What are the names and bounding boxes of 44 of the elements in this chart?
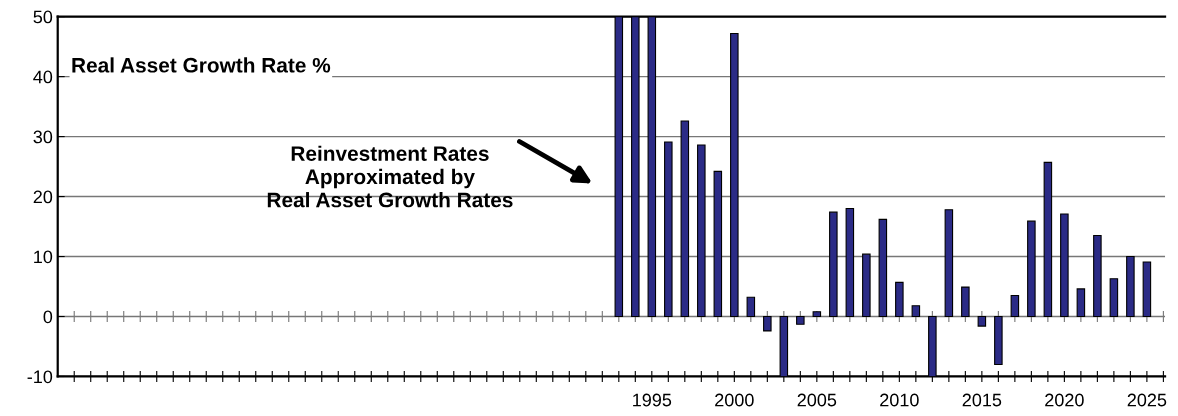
bar: [1109, 278, 1119, 318]
x-tick-label: 2000: [715, 393, 754, 407]
bar: [713, 170, 723, 318]
bar: [763, 315, 772, 332]
bar: [994, 315, 1003, 366]
x-tick-label: 2005: [797, 393, 837, 407]
y-tick-label: 0: [43, 310, 53, 324]
bar: [961, 286, 970, 318]
x-tick-label: 2020: [1045, 393, 1084, 407]
x-tick-label: 2025: [1127, 393, 1167, 407]
bar: [746, 296, 756, 318]
x-tick-label: 2010: [880, 393, 919, 407]
bar: [911, 305, 921, 318]
y-tick-label: 10: [34, 250, 53, 264]
annotation: Real Asset Growth Rate %: [72, 57, 331, 73]
bar: [1060, 213, 1069, 318]
y-tick-label: 50: [33, 10, 53, 24]
bar: [1126, 255, 1135, 318]
bar: [1043, 161, 1053, 318]
bar: [1093, 234, 1102, 318]
bar: [878, 218, 888, 318]
x-tick-label: 1995: [633, 393, 672, 407]
bar: [845, 207, 855, 318]
x-tick-label: 2015: [962, 393, 1002, 407]
bar: [697, 144, 706, 318]
annotation: Reinvestment Rates Approximated by Real Asset Growth Rates: [267, 145, 513, 208]
bar: [680, 120, 690, 318]
y-tick-label: 30: [33, 130, 53, 144]
y-tick-label: 40: [33, 70, 53, 84]
bar: [829, 211, 838, 318]
bar: [812, 311, 822, 318]
y-tick-label: 20: [33, 190, 53, 204]
bar: [664, 141, 673, 318]
bar: [944, 209, 954, 318]
bar: [796, 315, 805, 325]
bar: [730, 32, 739, 318]
bar: [1142, 261, 1152, 318]
bar: [977, 315, 987, 327]
bar: [1010, 294, 1020, 318]
bar: [1027, 220, 1036, 318]
bar: [1076, 288, 1086, 318]
bar: [862, 253, 871, 318]
y-tick-label: -10: [27, 370, 53, 384]
bar: [895, 281, 904, 318]
